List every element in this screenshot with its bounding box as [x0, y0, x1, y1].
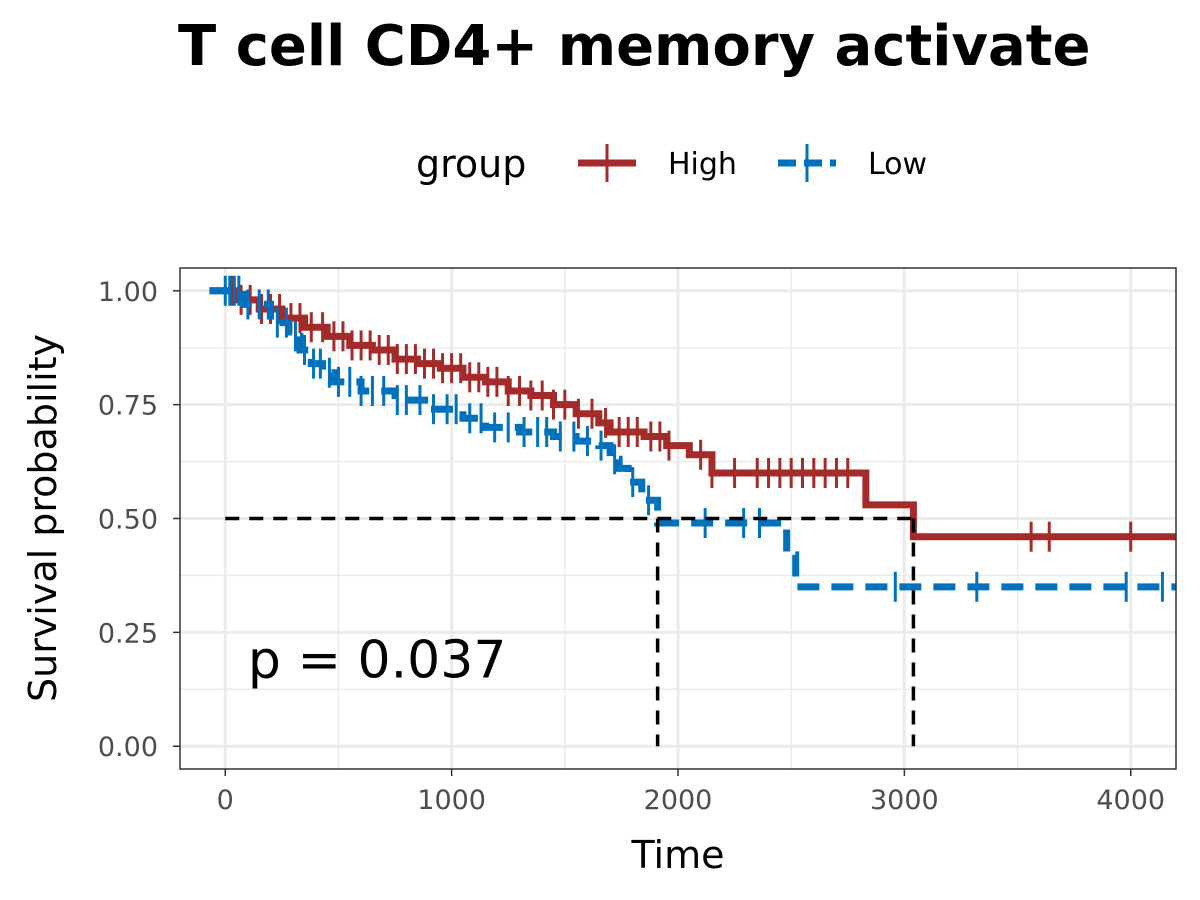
- axes: 0 1000 2000 3000 4000 0.00 0.25 0.50 0.75 1.00: [98, 277, 1165, 816]
- x-tick-label: 0: [217, 785, 234, 816]
- legend: group High Low: [416, 142, 927, 186]
- x-tick-label: 1000: [417, 785, 486, 816]
- series-low: [209, 275, 1176, 602]
- legend-title: group: [416, 142, 526, 186]
- x-tick-label: 3000: [870, 785, 939, 816]
- y-tick-label: 0.50: [98, 505, 158, 536]
- curve-low: [209, 287, 1176, 591]
- x-tick-label: 4000: [1096, 785, 1165, 816]
- survival-curves: [209, 275, 1176, 602]
- p-value-annotation: p = 0.037: [248, 631, 507, 691]
- y-tick-label: 0.75: [98, 391, 158, 422]
- series-high: [209, 275, 1176, 552]
- y-tick-label: 1.00: [98, 277, 158, 308]
- median-lines: [225, 516, 916, 747]
- y-tick-label: 0.00: [98, 732, 158, 763]
- x-tick-label: 2000: [644, 785, 713, 816]
- chart-title: T cell CD4+ memory activate: [178, 14, 1091, 79]
- legend-label-low: Low: [868, 147, 927, 182]
- legend-label-high: High: [668, 147, 737, 182]
- y-tick-label: 0.25: [98, 618, 158, 649]
- y-axis-title: Survival probability: [21, 334, 65, 702]
- x-axis-title: Time: [631, 833, 725, 877]
